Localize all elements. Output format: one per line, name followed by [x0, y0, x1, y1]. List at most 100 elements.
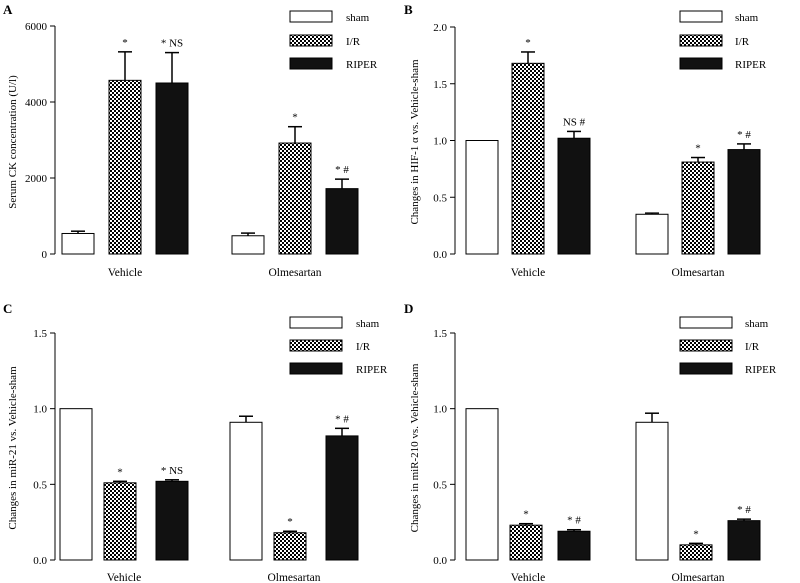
- bar-riper-olmesartan: [727, 520, 761, 561]
- panel-b: B 0.0 0.5 1.0 1.5 2.0 Changes in HIF-1 α vs. V…: [404, 2, 767, 279]
- bar-sham-olmesartan: [635, 421, 669, 561]
- bar-riper-olmesartan: [325, 435, 359, 561]
- bar-ir-vehicle: [509, 524, 543, 561]
- bar-ir-vehicle: [108, 79, 142, 255]
- legend-swatch-ir: [679, 339, 733, 352]
- y-axis-label: Serum CK concentration (U/l): [7, 75, 19, 209]
- x-category-label: Olmesartan: [268, 267, 321, 279]
- legend-swatch-sham: [289, 316, 343, 329]
- x-category-label: Vehicle: [511, 267, 545, 279]
- y-tick-label: 0.5: [433, 192, 447, 204]
- legend-swatch-sham: [679, 10, 723, 23]
- panel-a: A 0 2000 4000 6000 Serum CK concentration (U/…: [3, 2, 378, 279]
- significance-label: *: [695, 143, 701, 155]
- panel-letter: B: [404, 2, 413, 17]
- bar-ir-olmesartan: [679, 544, 713, 561]
- significance-label: NS #: [563, 116, 586, 128]
- y-tick-label: 4000: [25, 97, 48, 109]
- y-tick-label: 1.5: [33, 328, 47, 340]
- legend-label: sham: [346, 12, 370, 24]
- significance-label: *: [525, 37, 531, 49]
- x-category-label: Vehicle: [108, 267, 142, 279]
- bar-ir-vehicle: [511, 62, 545, 255]
- significance-label: * #: [737, 504, 751, 516]
- bar-riper-vehicle: [557, 137, 591, 255]
- panel-d: D 0.0 0.5 1.0 1.5 Changes in miR-210 vs. Vehi…: [404, 301, 777, 583]
- legend-label: sham: [735, 12, 759, 24]
- bar-riper-olmesartan: [727, 149, 761, 255]
- bar-sham-olmesartan: [229, 421, 263, 561]
- x-category-label: Vehicle: [107, 572, 141, 583]
- legend-label: I/R: [346, 36, 361, 48]
- legend-label: sham: [356, 318, 380, 330]
- bar-ir-vehicle: [103, 482, 137, 561]
- panel-letter: A: [3, 2, 13, 17]
- bar-riper-olmesartan: [325, 188, 359, 255]
- bar-ir-olmesartan: [681, 161, 715, 255]
- y-tick-label: 1.0: [433, 404, 447, 416]
- significance-label: * #: [737, 129, 751, 141]
- legend-label: RIPER: [745, 364, 777, 376]
- bar-riper-vehicle: [155, 82, 189, 255]
- x-category-label: Olmesartan: [671, 267, 724, 279]
- panel-letter: D: [404, 301, 413, 316]
- panel-c: C 0.0 0.5 1.0 1.5 Changes in miR-21 vs. Vehic…: [3, 301, 388, 583]
- legend-label: RIPER: [346, 59, 378, 71]
- legend-label: RIPER: [356, 364, 388, 376]
- y-tick-label: 0.5: [33, 479, 47, 491]
- y-axis-label: Changes in HIF-1 α vs. Vehicle-sham: [409, 59, 421, 224]
- legend-label: I/R: [745, 341, 760, 353]
- legend-swatch-sham: [289, 10, 333, 23]
- legend-label: sham: [745, 318, 769, 330]
- bar-sham-olmesartan: [231, 235, 265, 255]
- legend-swatch-riper: [679, 362, 733, 375]
- significance-label: *: [117, 466, 123, 478]
- y-axis-label: Changes in miR-210 vs. Vehicle-sham: [409, 363, 421, 532]
- bar-riper-vehicle: [557, 530, 591, 561]
- y-tick-label: 2000: [25, 173, 48, 185]
- legend-label: RIPER: [735, 59, 767, 71]
- y-tick-label: 2.0: [433, 22, 447, 34]
- bar-sham-vehicle: [59, 408, 93, 561]
- y-tick-label: 1.0: [33, 404, 47, 416]
- y-tick-label: 1.5: [433, 328, 447, 340]
- y-tick-label: 0.0: [433, 555, 447, 567]
- significance-label: * NS: [161, 38, 183, 50]
- legend-swatch-ir: [289, 34, 333, 47]
- bar-sham-vehicle: [465, 140, 499, 255]
- x-category-label: Olmesartan: [267, 572, 320, 583]
- legend-swatch-riper: [289, 57, 333, 70]
- bar-riper-vehicle: [155, 480, 189, 561]
- bar-ir-olmesartan: [273, 532, 307, 561]
- bar-sham-vehicle: [61, 232, 95, 255]
- legend-swatch-riper: [289, 362, 343, 375]
- legend-swatch-sham: [679, 316, 733, 329]
- x-category-label: Vehicle: [511, 572, 545, 583]
- legend-swatch-ir: [289, 339, 343, 352]
- significance-label: *: [693, 528, 699, 540]
- legend-label: I/R: [356, 341, 371, 353]
- significance-label: * NS: [161, 465, 183, 477]
- x-category-label: Olmesartan: [671, 572, 724, 583]
- significance-label: *: [122, 37, 128, 49]
- significance-label: *: [287, 516, 293, 528]
- significance-label: *: [523, 509, 529, 521]
- y-tick-label: 0: [42, 249, 48, 261]
- y-axis-label: Changes in miR-21 vs. Vehicle-sham: [7, 366, 19, 530]
- y-tick-label: 0.0: [433, 249, 447, 261]
- y-tick-label: 0.0: [33, 555, 47, 567]
- significance-label: *: [292, 112, 298, 124]
- bar-sham-olmesartan: [635, 213, 669, 255]
- y-tick-label: 1.5: [433, 79, 447, 91]
- legend-swatch-riper: [679, 57, 723, 70]
- bar-sham-vehicle: [465, 408, 499, 561]
- y-tick-label: 1.0: [433, 136, 447, 148]
- y-tick-label: 6000: [25, 21, 48, 33]
- bar-ir-olmesartan: [278, 142, 312, 255]
- legend-swatch-ir: [679, 34, 723, 47]
- legend-label: I/R: [735, 36, 750, 48]
- significance-label: * #: [335, 413, 349, 425]
- significance-label: * #: [567, 515, 581, 527]
- significance-label: * #: [335, 164, 349, 176]
